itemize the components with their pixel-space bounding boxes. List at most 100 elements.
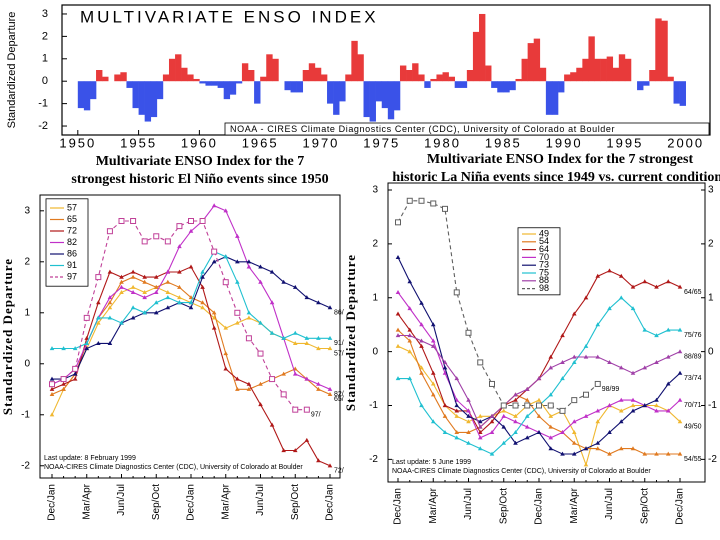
point — [292, 284, 298, 289]
point — [677, 327, 683, 332]
point — [223, 254, 229, 259]
point — [188, 218, 194, 225]
point — [583, 391, 589, 398]
bar — [363, 81, 370, 118]
point — [49, 376, 55, 381]
y-tick-label: 2 — [42, 30, 48, 42]
point — [395, 311, 401, 316]
point — [442, 365, 448, 370]
plot-frame — [39, 194, 341, 479]
point — [395, 327, 401, 332]
point — [235, 279, 240, 284]
bar — [424, 81, 431, 88]
point — [235, 320, 240, 325]
point — [454, 408, 460, 413]
legend-label: 82 — [67, 237, 77, 247]
point — [430, 381, 436, 386]
point — [454, 403, 460, 408]
point — [442, 403, 448, 408]
y-tick-label-right: -2 — [708, 454, 717, 465]
point — [72, 365, 79, 372]
point — [607, 306, 612, 311]
point — [513, 430, 518, 435]
point — [524, 413, 530, 418]
y-tick-label: 0 — [372, 346, 378, 357]
point — [560, 360, 565, 364]
y-axis-label: Standardized Departure — [343, 254, 358, 411]
point — [246, 264, 252, 269]
point — [630, 306, 636, 311]
bar — [545, 81, 553, 115]
point — [654, 284, 659, 289]
point — [304, 376, 310, 381]
point — [292, 406, 299, 413]
legend-label: 49 — [539, 228, 549, 238]
point — [677, 451, 683, 456]
point — [292, 448, 298, 453]
point — [119, 284, 124, 289]
end-label: 65/ — [334, 396, 344, 403]
point — [583, 462, 589, 467]
point — [560, 430, 565, 435]
bar — [661, 20, 668, 82]
point — [316, 300, 321, 305]
point — [442, 370, 448, 375]
y-tick-label: -2 — [21, 460, 30, 471]
y-tick-label: 2 — [24, 256, 30, 267]
bar — [618, 54, 626, 82]
bar — [217, 81, 224, 88]
bar — [333, 81, 340, 115]
bar — [491, 81, 498, 88]
point — [419, 338, 424, 343]
point — [594, 380, 601, 387]
point — [607, 360, 612, 364]
point — [571, 360, 577, 364]
bar — [199, 81, 206, 84]
point — [430, 200, 437, 207]
point — [107, 340, 113, 345]
bar — [527, 43, 535, 82]
legend-label: 98 — [539, 283, 549, 293]
point — [245, 335, 252, 342]
point — [571, 311, 577, 316]
legend-label: 64 — [539, 244, 549, 254]
x-tick-label: 1990 — [546, 135, 583, 150]
bar — [339, 81, 346, 102]
x-tick-label: Mar/Apr — [220, 483, 231, 519]
point — [407, 349, 413, 354]
x-tick-label: 1995 — [606, 135, 643, 150]
point — [395, 333, 401, 338]
point — [107, 305, 113, 310]
bar — [570, 72, 577, 82]
y-tick-label: 0 — [42, 75, 48, 87]
point — [130, 315, 136, 320]
point — [200, 284, 205, 289]
point — [153, 300, 159, 305]
y-tick-label: -1 — [369, 400, 378, 411]
point — [395, 254, 401, 259]
bar — [564, 74, 571, 82]
point — [96, 340, 101, 345]
x-tick-label: Mar/Apr — [81, 483, 92, 519]
bar — [229, 81, 237, 95]
point — [466, 430, 471, 435]
y-tick-label-right: 0 — [708, 346, 714, 357]
bar — [235, 81, 243, 84]
point — [72, 376, 78, 381]
point — [571, 354, 577, 359]
point — [547, 402, 554, 409]
point — [72, 371, 78, 376]
point — [607, 403, 612, 408]
end-label: 91/ — [334, 340, 344, 347]
point — [327, 386, 333, 391]
point — [430, 419, 436, 424]
x-tick-label: 1955 — [120, 135, 157, 150]
series-line — [51, 220, 307, 411]
point — [513, 397, 518, 402]
x-tick-label: Sep/Oct — [498, 488, 509, 524]
point — [466, 440, 471, 445]
x-tick-label: 1960 — [181, 135, 218, 150]
legend-box — [45, 198, 89, 287]
point — [642, 279, 648, 284]
point — [165, 269, 171, 274]
